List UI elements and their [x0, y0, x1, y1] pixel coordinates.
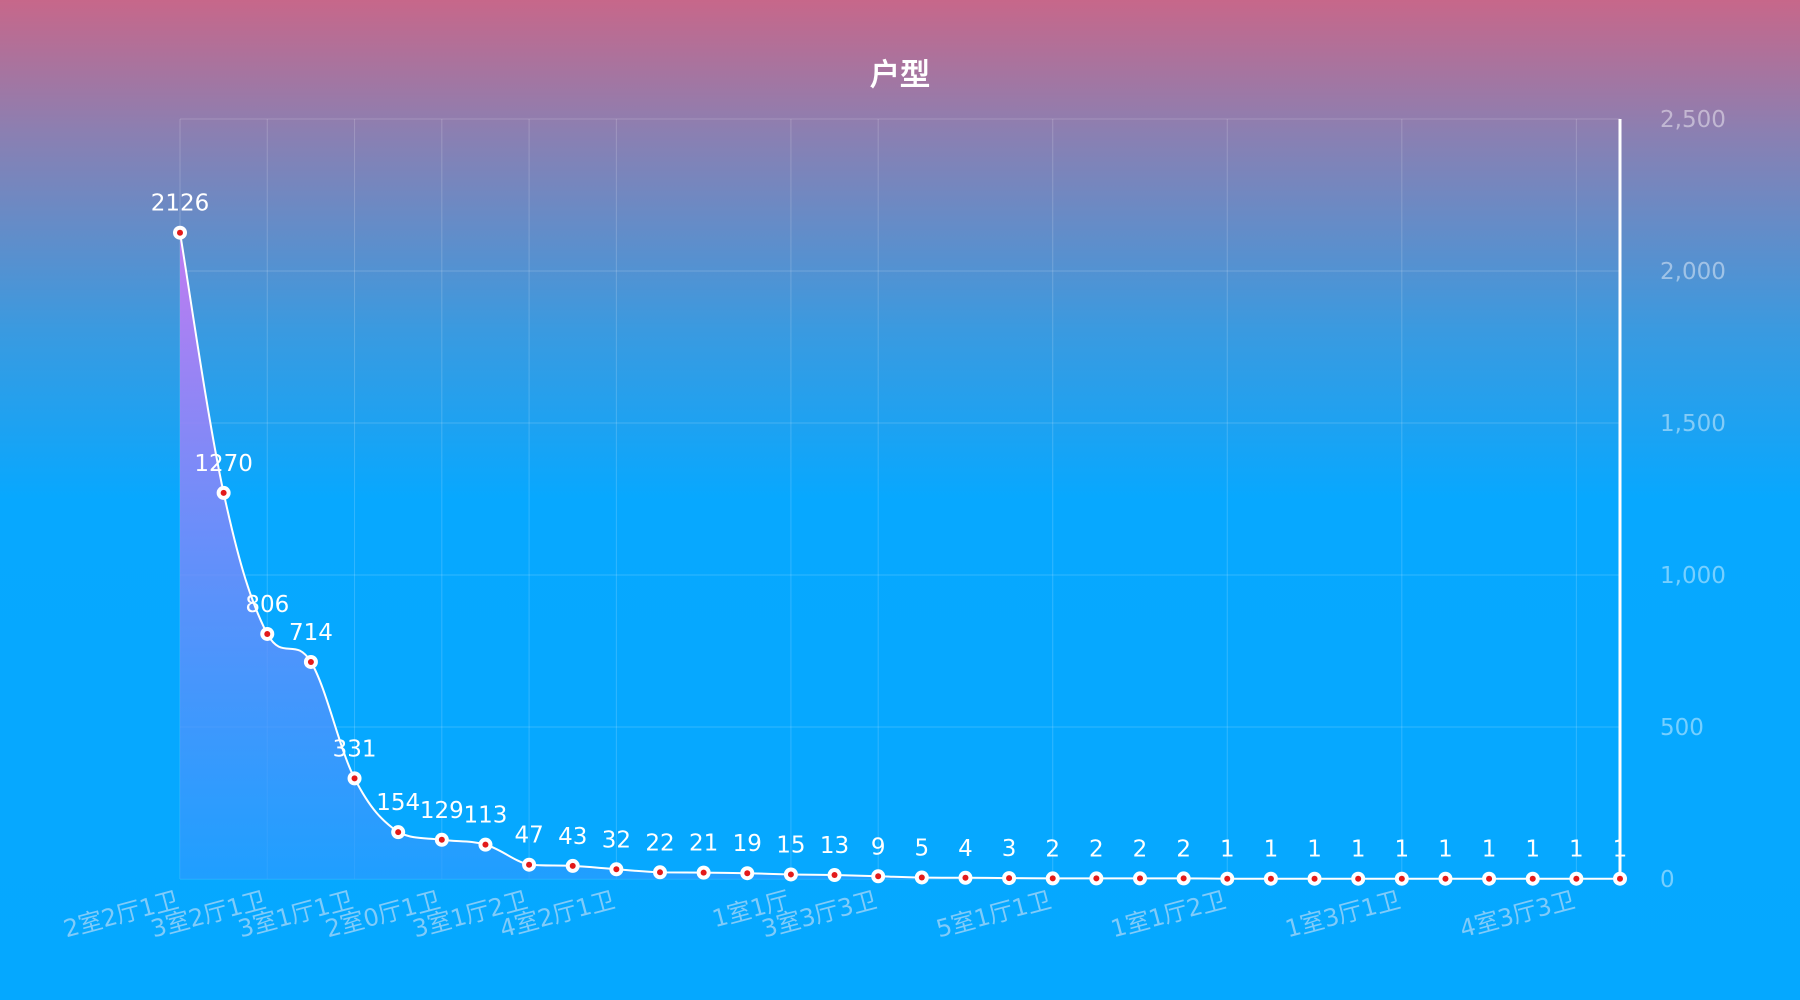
data-label: 22	[645, 830, 674, 856]
data-point-center	[1486, 875, 1493, 882]
y-tick-label: 0	[1660, 867, 1675, 893]
series-line	[179, 232, 1620, 880]
data-label: 129	[420, 798, 464, 824]
data-label: 21	[689, 831, 718, 857]
y-tick-label: 500	[1660, 715, 1704, 741]
x-tick-label: 5室1厅1卫	[933, 886, 1054, 944]
data-point-center	[613, 866, 620, 873]
data-point-center	[1311, 875, 1318, 882]
data-label: 2	[1089, 836, 1104, 862]
data-label: 1	[1613, 837, 1628, 863]
data-point-center	[1093, 875, 1100, 882]
data-point-center	[1180, 875, 1187, 882]
data-label: 19	[733, 831, 762, 857]
data-label: 1	[1482, 837, 1497, 863]
data-label: 1	[1264, 837, 1279, 863]
data-label: 5	[914, 835, 929, 861]
data-point-center	[657, 869, 663, 876]
data-point-center	[482, 841, 489, 848]
data-point-center	[831, 872, 838, 879]
data-label: 1	[1351, 837, 1366, 863]
y-tick-label: 1,000	[1660, 563, 1726, 589]
data-point-center	[1006, 875, 1013, 882]
data-point-center	[569, 862, 576, 869]
data-point-center	[307, 658, 314, 665]
data-point-center	[1617, 875, 1623, 882]
data-label: 1	[1438, 837, 1453, 863]
data-label: 13	[820, 833, 849, 859]
y-tick-label: 1,500	[1660, 411, 1726, 437]
data-label: 2	[1133, 836, 1148, 862]
data-label: 3	[1002, 836, 1017, 862]
data-point-center	[438, 836, 445, 843]
data-label: 1	[1525, 837, 1540, 863]
data-point-center	[1529, 875, 1536, 882]
data-label: 154	[376, 790, 420, 816]
x-tick-label: 1室3厅1卫	[1282, 886, 1403, 944]
data-label: 1	[1220, 837, 1235, 863]
data-label: 113	[464, 803, 508, 829]
data-label: 2	[1045, 836, 1060, 862]
data-point-center	[1398, 875, 1405, 882]
data-point-center	[264, 630, 271, 637]
data-label: 1	[1394, 837, 1409, 863]
data-point-center	[962, 874, 969, 881]
data-point-center	[220, 489, 227, 496]
data-label: 4	[958, 836, 973, 862]
data-label: 1	[1307, 837, 1322, 863]
data-label: 2	[1176, 836, 1191, 862]
y-tick-label: 2,500	[1660, 107, 1726, 133]
data-point-center	[1355, 875, 1362, 882]
data-point-center	[1267, 875, 1274, 882]
data-point-center	[395, 829, 402, 836]
data-point-center	[1224, 875, 1231, 882]
x-tick-label: 4室3厅3卫	[1457, 886, 1578, 944]
data-label: 43	[558, 824, 587, 850]
data-point-center	[918, 874, 925, 881]
data-label: 2126	[151, 191, 210, 217]
data-label: 1270	[194, 451, 253, 477]
data-point-center	[1137, 875, 1143, 882]
series-area	[180, 232, 1620, 880]
data-label: 331	[333, 736, 377, 762]
data-label: 15	[776, 832, 805, 858]
data-label: 47	[514, 823, 543, 849]
data-point-center	[351, 775, 358, 782]
data-label: 714	[289, 620, 333, 646]
data-point-center	[1442, 875, 1449, 882]
data-label: 806	[245, 592, 289, 618]
chart-title: 户型	[870, 58, 930, 93]
data-point-center	[744, 870, 751, 877]
x-tick-label: 1室1厅2卫	[1108, 886, 1229, 944]
data-label: 32	[602, 827, 631, 853]
data-point-center	[1573, 875, 1580, 882]
data-point-center	[1049, 875, 1056, 882]
data-point-center	[177, 229, 183, 236]
data-label: 9	[871, 834, 886, 860]
data-point-center	[875, 873, 882, 880]
y-tick-label: 2,000	[1660, 259, 1726, 285]
data-point-center	[787, 871, 794, 878]
data-label: 1	[1569, 837, 1584, 863]
data-point-center	[526, 861, 533, 868]
data-point-center	[700, 869, 707, 876]
